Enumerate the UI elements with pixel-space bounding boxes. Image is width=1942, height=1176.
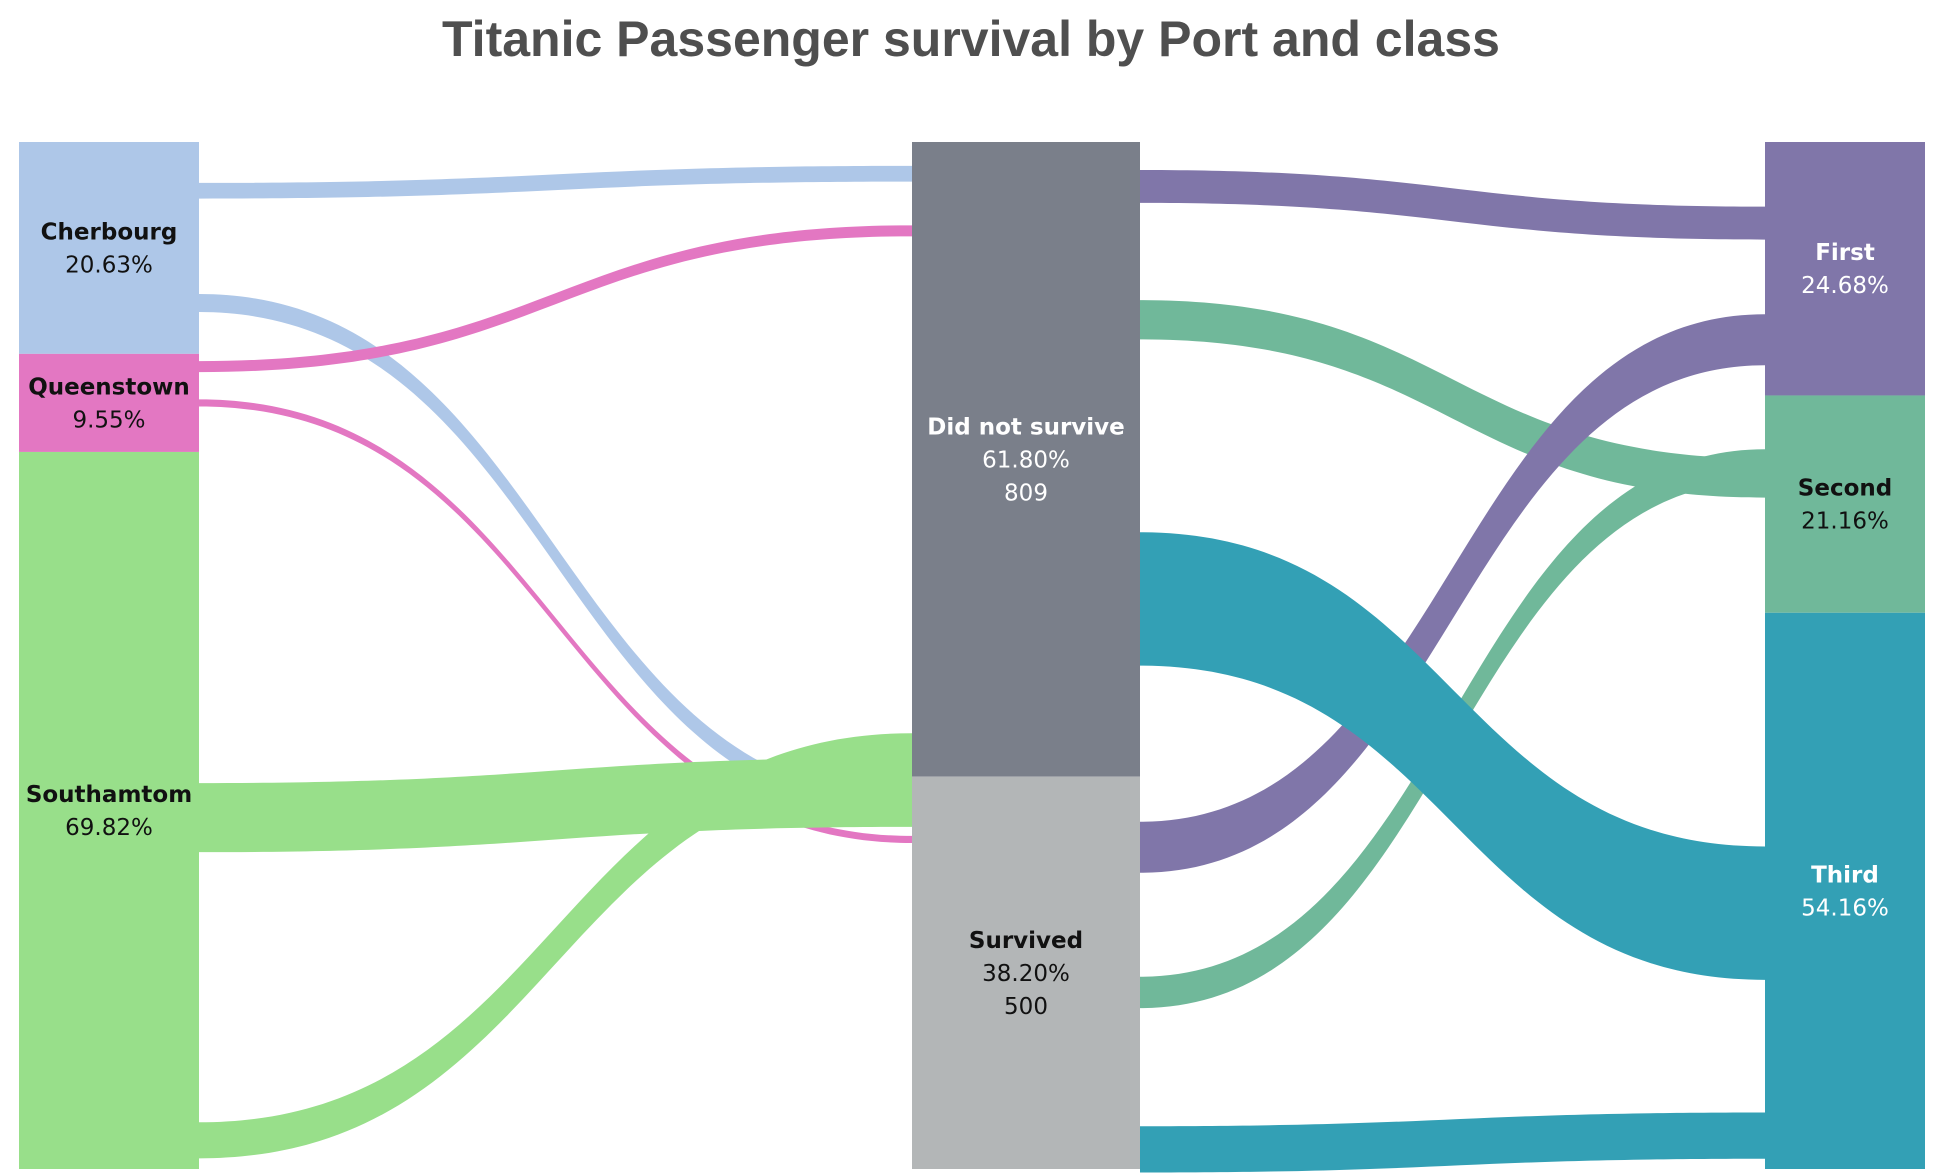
node-southampton bbox=[19, 451, 199, 1169]
link-not_survived-to-first bbox=[1140, 169, 1765, 240]
node-cherbourg bbox=[19, 142, 199, 354]
sankey-nodes bbox=[19, 142, 1925, 1169]
node-label-survived-2: 500 bbox=[1004, 994, 1048, 1020]
sankey-links bbox=[199, 165, 1765, 1173]
node-label-survived-1: 38.20% bbox=[982, 961, 1070, 987]
node-third bbox=[1765, 612, 1925, 1169]
link-not_survived-to-second bbox=[1140, 300, 1765, 498]
node-first bbox=[1765, 142, 1925, 396]
node-label-southampton-1: 69.82% bbox=[65, 815, 153, 841]
link-cherbourg-to-not_survived bbox=[199, 165, 912, 199]
link-southampton-to-not_survived bbox=[199, 733, 912, 1159]
node-label-southampton-0: Southamtom bbox=[26, 782, 192, 808]
node-label-not_survived-2: 809 bbox=[1004, 480, 1048, 506]
chart-title: Titanic Passenger survival by Port and c… bbox=[442, 11, 1500, 67]
sankey-labels: Cherbourg 20.63% Queenstown 9.55% Southamtom… bbox=[26, 219, 1892, 1019]
link-queenstown-to-survived bbox=[199, 399, 912, 843]
link-cherbourg-to-survived bbox=[199, 293, 912, 818]
node-label-cherbourg-1: 20.63% bbox=[65, 252, 153, 278]
link-queenstown-to-not_survived bbox=[199, 225, 912, 373]
link-not_survived-to-third bbox=[1140, 532, 1765, 980]
node-label-not_survived-0: Did not survive bbox=[927, 414, 1125, 440]
node-label-cherbourg-0: Cherbourg bbox=[41, 219, 178, 245]
node-label-first-0: First bbox=[1815, 240, 1875, 266]
node-label-third-0: Third bbox=[1811, 862, 1879, 888]
link-survived-to-third bbox=[1140, 1112, 1765, 1173]
node-label-survived-0: Survived bbox=[969, 928, 1083, 954]
node-label-queenstown-0: Queenstown bbox=[28, 374, 190, 400]
node-label-queenstown-1: 9.55% bbox=[72, 407, 145, 433]
node-not_survived bbox=[912, 142, 1140, 777]
node-second bbox=[1765, 395, 1925, 613]
node-label-first-1: 24.68% bbox=[1801, 273, 1889, 299]
node-survived bbox=[912, 776, 1140, 1169]
node-label-second-0: Second bbox=[1798, 476, 1892, 502]
node-label-third-1: 54.16% bbox=[1801, 895, 1889, 921]
node-label-not_survived-1: 61.80% bbox=[982, 447, 1070, 473]
node-label-second-1: 21.16% bbox=[1801, 509, 1889, 535]
link-survived-to-first bbox=[1140, 314, 1765, 873]
node-queenstown bbox=[19, 353, 199, 452]
